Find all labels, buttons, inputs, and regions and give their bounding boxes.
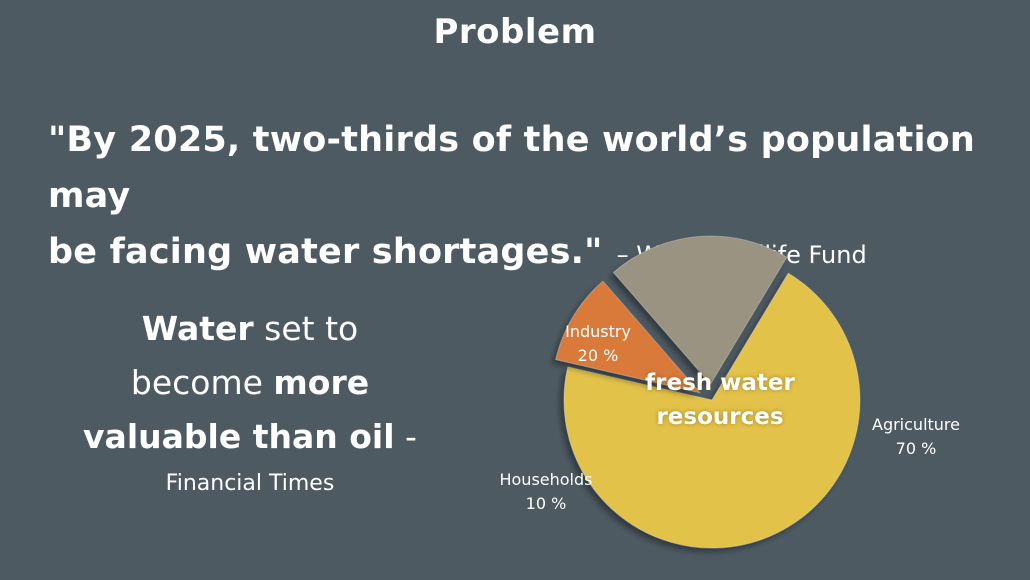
side-line-1-rest: set to (253, 309, 359, 348)
pie-slice-industry (612, 235, 788, 385)
side-source: Financial Times (165, 471, 335, 496)
side-line-3: valuable than oil - (80, 410, 420, 464)
side-line-2: become more (80, 356, 420, 410)
pie-value-households: 10 % (526, 494, 567, 513)
pie-label-agriculture: Agriculture (872, 415, 960, 434)
side-statement: Water set to become more valuable than o… (80, 302, 420, 502)
pie-value-agriculture: 70 % (896, 439, 937, 458)
slide-title: Problem (433, 12, 597, 52)
side-line-2-plain: become (130, 363, 274, 402)
pie-labels: Agriculture 70 % Households 10 % Industry 20 … (499, 322, 960, 513)
pie-value-industry: 20 % (578, 346, 619, 365)
side-more-bold: more (273, 363, 370, 402)
side-valuable-bold: valuable than oil (83, 417, 395, 456)
pie-label-industry: Industry (565, 322, 631, 341)
quote-line-2: be facing water shortages." (48, 232, 603, 272)
pie-slices (555, 235, 861, 549)
side-line-3-rest: - (394, 417, 417, 456)
center-label-line-1: fresh water (645, 370, 795, 396)
quote-line-1: "By 2025, two-thirds of the world’s popu… (48, 120, 976, 216)
center-label-line-2: resources (656, 404, 784, 430)
side-water-bold: Water (141, 309, 254, 348)
pie-slice-agriculture (563, 272, 861, 549)
pie-label-households: Households (499, 470, 592, 489)
pie-center-label: fresh water resources (610, 366, 830, 434)
side-line-1: Water set to (80, 302, 420, 356)
pie-slice-households (555, 280, 702, 394)
